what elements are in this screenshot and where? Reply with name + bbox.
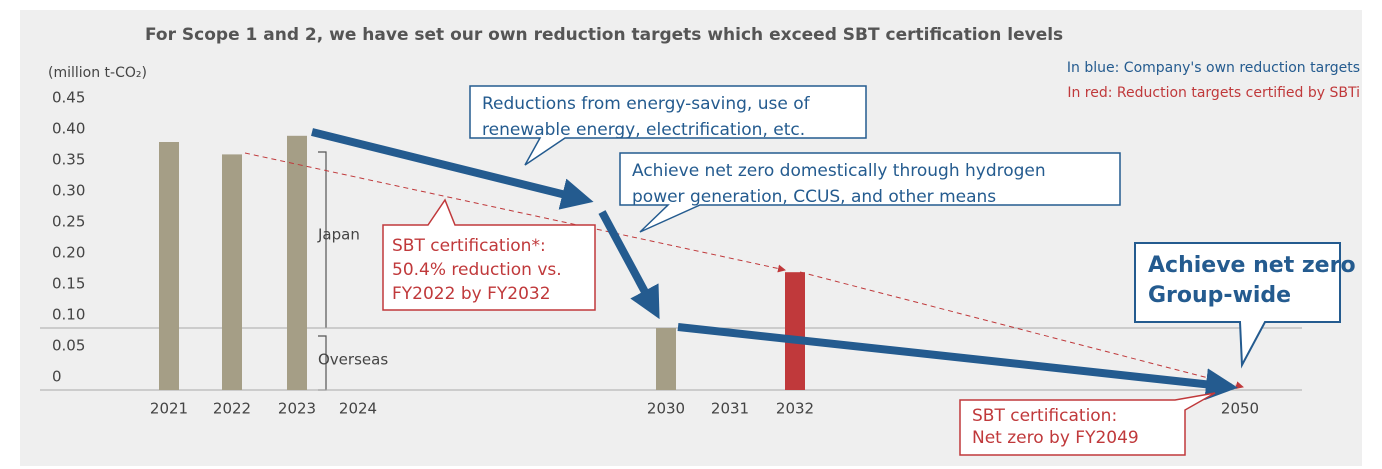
callout-box: [1134, 242, 1341, 369]
overseas-label: Overseas: [318, 351, 388, 369]
x-tick-label: 2032: [776, 400, 814, 418]
chart-title: For Scope 1 and 2, we have set our own r…: [145, 25, 1063, 45]
x-tick-label: 2023: [278, 400, 316, 418]
japan-label: Japan: [317, 226, 360, 244]
legend-red: In red: Reduction targets certified by S…: [1067, 85, 1360, 101]
callout-text: SBT certification:: [972, 406, 1117, 426]
bar: [656, 328, 676, 390]
callout-text: FY2022 by FY2032: [392, 284, 551, 304]
y-tick-label: 0.20: [52, 244, 85, 262]
bar: [785, 272, 805, 390]
y-tick-label: 0.05: [52, 337, 85, 355]
y-tick-label: 0.10: [52, 306, 85, 324]
x-tick-label: 2030: [647, 400, 685, 418]
callout-text: Reductions from energy-saving, use of: [482, 94, 811, 114]
x-tick-label: 2024: [339, 400, 377, 418]
x-tick-label: 2031: [711, 400, 749, 418]
x-tick-label: 2022: [213, 400, 251, 418]
legend-blue: In blue: Company's own reduction targets: [1067, 60, 1360, 76]
bar: [222, 154, 242, 390]
y-axis-label: (million t-CO₂): [48, 65, 147, 81]
y-tick-label: 0.30: [52, 182, 85, 200]
callout-text: Net zero by FY2049: [972, 428, 1139, 448]
callout-text: renewable energy, electrification, etc.: [482, 120, 805, 140]
bar: [287, 135, 307, 390]
x-tick-label: 2050: [1221, 400, 1259, 418]
callout-text: Achieve net zero domestically through hy…: [632, 161, 1046, 181]
callout-box: [619, 152, 1121, 233]
bar: [159, 142, 179, 390]
y-tick-label: 0: [52, 368, 62, 386]
y-tick-label: 0.15: [52, 275, 85, 293]
callout-text: Achieve net zero: [1148, 253, 1356, 278]
callout-text: 50.4% reduction vs.: [392, 260, 562, 280]
callout-box: [469, 85, 867, 166]
y-tick-label: 0.35: [52, 151, 85, 169]
background: [20, 10, 1362, 466]
y-tick-label: 0.45: [52, 89, 85, 107]
y-tick-label: 0.25: [52, 213, 85, 231]
y-tick-label: 0.40: [52, 120, 85, 138]
callout-text: SBT certification*:: [392, 236, 546, 256]
sbt-trend: [244, 152, 786, 273]
sbt-trend: [799, 271, 1244, 390]
callout-box: [382, 198, 596, 311]
target-arrows: [311, 128, 1238, 401]
callout-text: power generation, CCUS, and other means: [632, 187, 996, 207]
callout-box: [959, 392, 1216, 456]
callout-text: Group-wide: [1148, 283, 1291, 308]
x-tick-label: 2021: [150, 400, 188, 418]
